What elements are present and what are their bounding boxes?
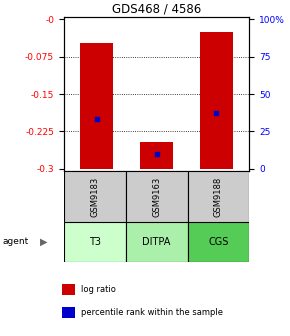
Text: percentile rank within the sample: percentile rank within the sample — [81, 307, 223, 317]
Text: log ratio: log ratio — [81, 285, 116, 294]
Text: GSM9188: GSM9188 — [214, 176, 223, 217]
Bar — [188, 222, 249, 262]
Bar — [200, 32, 233, 169]
Text: GSM9163: GSM9163 — [152, 176, 161, 217]
Text: agent: agent — [3, 238, 29, 246]
Bar — [126, 171, 188, 222]
Bar — [62, 307, 75, 318]
Bar — [64, 171, 126, 222]
Bar — [64, 222, 126, 262]
Text: ▶: ▶ — [40, 237, 47, 247]
Bar — [62, 284, 75, 295]
Bar — [126, 222, 188, 262]
Bar — [140, 142, 173, 169]
Text: DITPA: DITPA — [142, 237, 171, 247]
Bar — [188, 171, 249, 222]
Text: T3: T3 — [89, 237, 101, 247]
Text: GSM9183: GSM9183 — [90, 176, 99, 217]
Title: GDS468 / 4586: GDS468 / 4586 — [112, 3, 201, 16]
Bar — [80, 43, 113, 169]
Text: CGS: CGS — [208, 237, 229, 247]
